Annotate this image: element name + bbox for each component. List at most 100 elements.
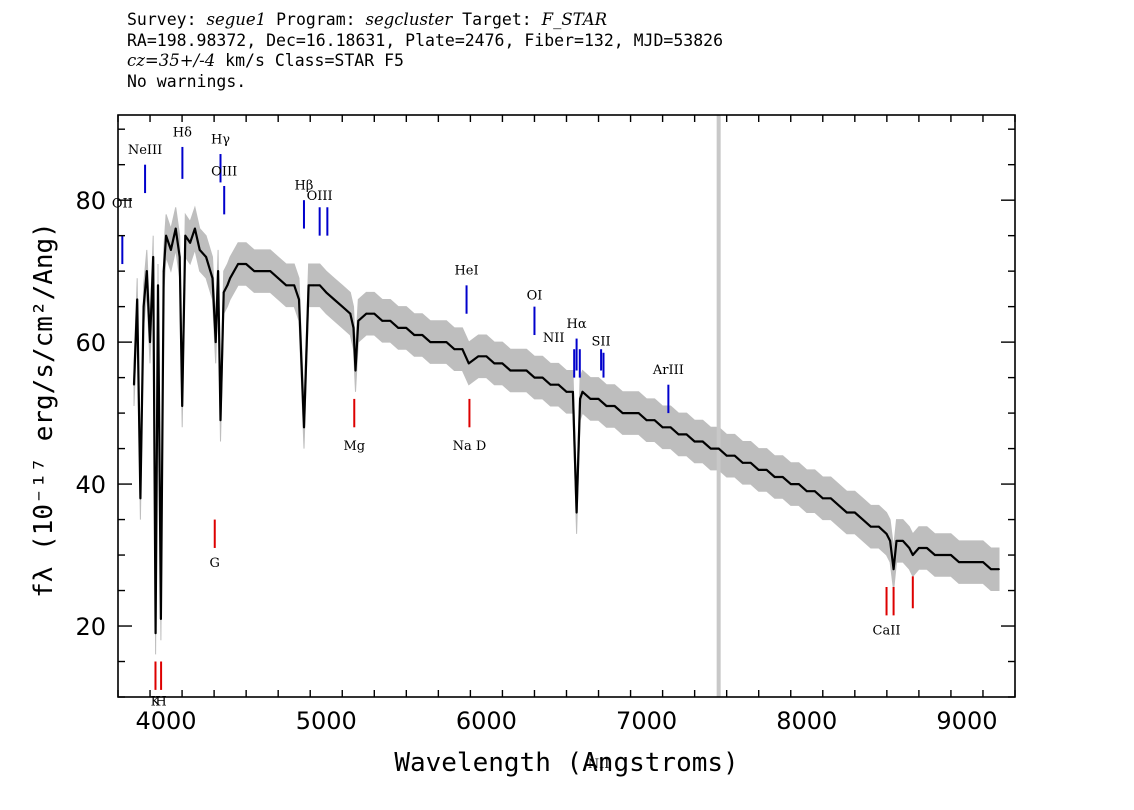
error-band-layer	[133, 205, 1000, 655]
spectrum-point	[162, 270, 165, 272]
spectrum-point	[170, 249, 172, 251]
emission-line-label: OII	[112, 196, 133, 211]
spectrum-point	[405, 327, 408, 329]
emission-line-label: HeI	[454, 264, 478, 279]
target-label: Target:	[452, 10, 542, 29]
spectrum-point	[789, 483, 792, 485]
absorption-line-label: Na D	[453, 439, 487, 454]
spectrum-point	[861, 518, 864, 521]
spectrum-point	[629, 412, 632, 414]
spectrum-point	[325, 291, 328, 294]
emission-line-label: OI	[527, 289, 543, 304]
spectrum-point	[966, 561, 968, 563]
spectrum-point	[950, 554, 952, 556]
emission-line-label: NII	[588, 757, 610, 772]
survey-label: Survey:	[127, 10, 207, 29]
spectrum-point	[581, 390, 584, 393]
spectrum-point	[974, 561, 976, 563]
spectrum-point	[349, 312, 352, 315]
spectrum-point	[357, 319, 360, 322]
spectrum-point	[303, 426, 305, 429]
spectrum-point	[509, 369, 512, 372]
spectrum-point	[485, 355, 488, 358]
spectrum-point	[557, 383, 560, 386]
spectrum-point	[222, 291, 225, 294]
program-label: Program:	[266, 10, 366, 29]
spectrum-point	[477, 355, 480, 358]
spectrum-point	[709, 447, 712, 450]
spectrum-point	[194, 227, 196, 230]
spectrum-point	[214, 341, 217, 343]
spectrum-point	[365, 312, 368, 315]
spectrum-point	[765, 469, 768, 471]
emission-line-label: Hβ	[295, 179, 314, 194]
y-tick-label: 80	[75, 187, 106, 215]
spectrum-point	[885, 532, 888, 535]
spectrum-point	[397, 327, 400, 329]
x-tick-label: 9000	[936, 707, 997, 735]
spectrum-header: Survey: segue1 Program: segcluster Targe…	[127, 10, 1027, 92]
spectrum-point	[142, 305, 145, 308]
x-tick-label: 6000	[456, 707, 517, 735]
y-tick-label: 40	[75, 471, 106, 499]
spectrum-point	[226, 284, 229, 287]
spectrum-point	[533, 376, 536, 379]
spectrum-point	[501, 362, 504, 365]
spectrum-point	[541, 376, 544, 379]
spectrum-point	[413, 334, 416, 336]
spectrum-point	[998, 568, 1000, 571]
absorption-line-label: H	[155, 695, 166, 710]
spectrum-point	[895, 540, 898, 542]
spectrum-point	[942, 554, 944, 556]
spectrum-point	[773, 476, 776, 478]
spectrum-point	[661, 426, 664, 429]
spectrum-point	[605, 405, 608, 407]
spectrum-point	[467, 362, 470, 365]
spectrum-point	[437, 341, 440, 343]
spectrum-point	[217, 270, 220, 272]
spectrum-point	[174, 227, 177, 230]
spectrum-point	[845, 511, 848, 514]
spectrum-point	[717, 447, 720, 450]
spectrum-point	[589, 398, 592, 400]
spectrum-point	[926, 547, 928, 549]
spectrum-point	[805, 490, 808, 493]
absorption-line-label: CaII	[873, 624, 901, 639]
spectrum-point	[354, 369, 357, 372]
spectrum-point	[307, 284, 310, 287]
spectrum-point	[285, 284, 288, 287]
spectrum-point	[237, 263, 240, 265]
absorption-line-label: Mg	[343, 439, 365, 454]
spectrum-point	[918, 547, 920, 549]
spectrum-point	[136, 298, 139, 301]
y-tick-label: 20	[75, 613, 106, 641]
spectrum-point	[821, 497, 824, 500]
spectrum-point	[685, 433, 688, 436]
spectrum-point	[853, 511, 856, 514]
spectrum-point	[549, 383, 552, 386]
emission-line-label: NII	[543, 331, 565, 346]
spectrum-point	[621, 412, 624, 414]
spectrum-point	[152, 256, 155, 258]
cz-value: cz=35+/-4	[127, 51, 216, 70]
spectrum-point	[902, 540, 904, 542]
spectrum-point	[341, 305, 344, 308]
spectrum-point	[298, 298, 300, 301]
spectrum-point	[781, 476, 784, 478]
y-tick-label: 60	[75, 329, 106, 357]
program-value: segcluster	[365, 10, 453, 29]
spectrum-point	[613, 405, 616, 407]
x-tick-label: 4000	[136, 707, 197, 735]
spectrum-point	[421, 334, 424, 336]
spectrum-point	[797, 483, 800, 485]
spectrum-point	[877, 525, 880, 528]
target-value: F_STAR	[541, 10, 608, 29]
spectrum-point	[653, 419, 656, 422]
emission-line-label: OIII	[307, 189, 333, 204]
emission-line-label: OIII	[211, 164, 237, 179]
spectrum-point	[911, 554, 914, 556]
spectrum-point	[453, 348, 456, 351]
absorption-line-label: K	[151, 695, 161, 710]
spectrum-point	[293, 284, 296, 287]
spectrum-point	[269, 270, 272, 272]
